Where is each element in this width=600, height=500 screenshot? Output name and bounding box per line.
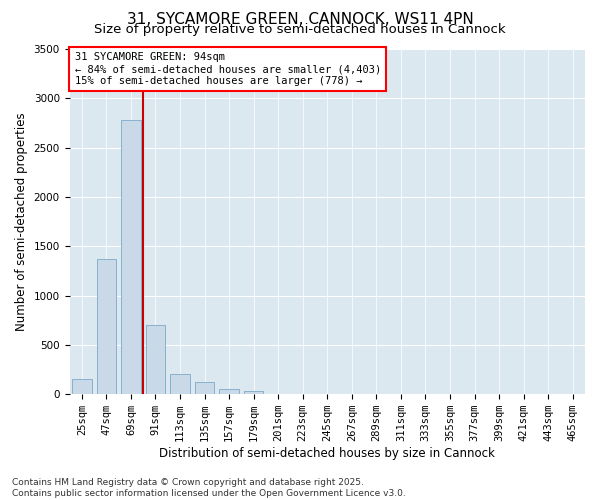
Text: 31, SYCAMORE GREEN, CANNOCK, WS11 4PN: 31, SYCAMORE GREEN, CANNOCK, WS11 4PN (127, 12, 473, 28)
Bar (97, 259, 116, 394)
Y-axis label: Number of semi-detached properties: Number of semi-detached properties (15, 112, 28, 331)
Bar (146, 325, 165, 394)
Bar (121, 120, 141, 394)
Bar (219, 390, 239, 394)
Bar (72, 380, 92, 394)
X-axis label: Distribution of semi-detached houses by size in Cannock: Distribution of semi-detached houses by … (160, 447, 495, 460)
Bar (244, 392, 263, 394)
Text: 31 SYCAMORE GREEN: 94sqm
← 84% of semi-detached houses are smaller (4,403)
15% o: 31 SYCAMORE GREEN: 94sqm ← 84% of semi-d… (74, 52, 381, 86)
Bar (170, 374, 190, 394)
Bar (195, 382, 214, 394)
Text: Size of property relative to semi-detached houses in Cannock: Size of property relative to semi-detach… (94, 22, 506, 36)
Text: Contains HM Land Registry data © Crown copyright and database right 2025.
Contai: Contains HM Land Registry data © Crown c… (12, 478, 406, 498)
